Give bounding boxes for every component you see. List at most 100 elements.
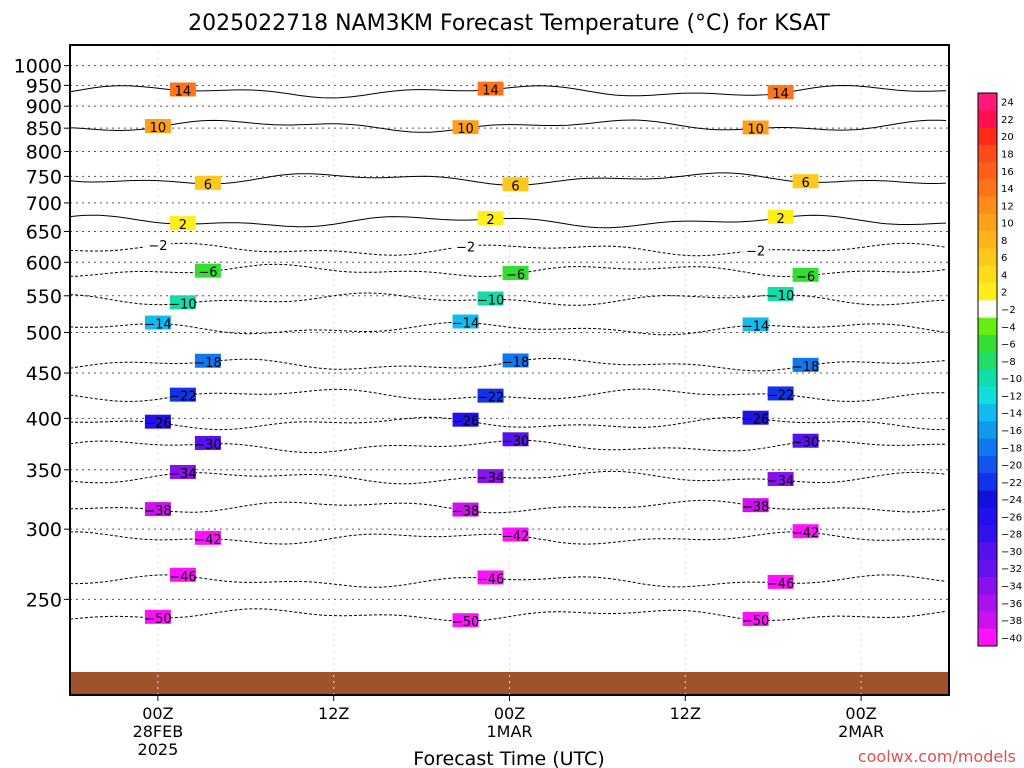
isotherm-label-bg	[767, 209, 794, 224]
credit-text: coolwx.com/models	[858, 747, 1016, 766]
y-tick-label: 900	[26, 96, 62, 118]
isotherm-label: −14	[452, 317, 479, 332]
isotherm-label-bg	[742, 242, 769, 257]
colorbar-label: −2	[1001, 305, 1016, 316]
colorbar-label: −10	[1001, 374, 1022, 385]
colorbar-label: −6	[1001, 340, 1016, 351]
colorbar-label: −20	[1001, 461, 1022, 472]
colorbar-label: −18	[1001, 443, 1022, 454]
isotherm-label-bg	[767, 574, 794, 589]
colorbar-swatch	[978, 162, 997, 180]
colorbar-label: −12	[1001, 391, 1022, 402]
isotherm-label: −22	[767, 388, 794, 403]
colorbar-swatch	[978, 265, 997, 284]
isotherm-label: −18	[792, 360, 819, 375]
y-tick-label: 450	[26, 363, 62, 385]
x-tick-label: 00Z	[845, 704, 876, 723]
isotherm-label: −2	[456, 240, 475, 255]
colorbar-swatch	[978, 594, 997, 612]
isotherm-line	[70, 84, 947, 99]
colorbar-label: 4	[1001, 270, 1007, 281]
colorbar-swatch	[978, 507, 997, 526]
x-axis-label: Forecast Time (UTC)	[413, 748, 604, 768]
isotherm-label: −38	[452, 505, 479, 520]
colorbar-label: 24	[1001, 98, 1014, 109]
y-tick-label: 250	[26, 589, 62, 611]
colorbar-swatch	[978, 386, 997, 405]
isotherm-label-bg	[767, 286, 794, 301]
isotherm-label-bg	[452, 502, 479, 517]
isotherm-label: 6	[511, 179, 519, 194]
x-tick-label: 12Z	[670, 704, 701, 723]
colorbar-label: 12	[1001, 201, 1014, 212]
isotherm-label: −50	[144, 612, 171, 627]
colorbar-swatch	[978, 110, 997, 129]
isotherm-label: 6	[204, 178, 212, 193]
colorbar-swatch	[978, 542, 997, 561]
isotherm-label: −22	[477, 391, 504, 406]
isotherm-label-bg	[792, 524, 819, 539]
isotherm-label-bg	[452, 120, 479, 135]
colorbar-swatch	[978, 334, 997, 353]
colorbar-swatch	[978, 93, 997, 111]
x-tick-label: 00Z	[142, 704, 173, 723]
isotherm-label-bg	[477, 388, 504, 403]
isotherm-label: −42	[502, 530, 529, 545]
y-tick-label: 500	[26, 322, 62, 344]
isotherm-line	[70, 416, 946, 431]
y-tick-label: 950	[26, 75, 62, 97]
isotherm-label-bg	[502, 353, 529, 368]
isotherm-label-bg	[477, 81, 504, 96]
colorbar-swatch	[978, 283, 997, 301]
isotherm-label-bg	[742, 120, 769, 135]
isotherm-label: 2	[776, 212, 784, 227]
isotherm-label-bg	[144, 414, 171, 429]
isotherm-label: −10	[767, 289, 794, 304]
colorbar-swatch	[978, 127, 997, 146]
isotherm-label: −34	[477, 471, 504, 486]
isotherm-label-bg	[194, 353, 221, 368]
isotherm-label-bg	[169, 295, 196, 310]
isotherm-label: −22	[169, 390, 196, 405]
isotherm-line	[70, 321, 947, 336]
colorbar-swatch	[978, 611, 997, 630]
x-tick-label: 1MAR	[486, 722, 532, 741]
colorbar-label: −34	[1001, 582, 1022, 593]
y-tick-label: 600	[26, 252, 62, 274]
colorbar-swatch	[978, 213, 997, 232]
ground-surface	[70, 672, 949, 695]
chart-title: 2025022718 NAM3KM Forecast Temperature (…	[188, 11, 830, 36]
isotherm-label: 10	[457, 122, 474, 137]
isotherm-label-bg	[742, 410, 769, 425]
isotherm-label: −2	[148, 239, 167, 254]
y-tick-label: 300	[26, 519, 62, 541]
colorbar-label: −24	[1001, 495, 1022, 506]
isotherm-label-bg	[767, 85, 794, 100]
x-tick-label: 12Z	[318, 704, 349, 723]
y-tick-label: 700	[26, 193, 62, 215]
colorbar-label: 20	[1001, 132, 1014, 143]
isotherm-label: 6	[801, 176, 809, 191]
isotherm-label: −26	[452, 415, 479, 430]
isotherm-label: −34	[767, 474, 794, 489]
isotherm-label-bg	[144, 502, 171, 517]
y-tick-label: 350	[26, 460, 62, 482]
y-tick-label: 800	[26, 142, 62, 164]
isotherm-label: 14	[482, 84, 499, 99]
colorbar-label: 2	[1001, 288, 1007, 299]
isotherm-label: −46	[767, 577, 794, 592]
isotherm-label-bg	[767, 386, 794, 401]
isotherm-label-bg	[144, 609, 171, 624]
colorbar-label: −8	[1001, 357, 1016, 368]
colorbar-swatch	[978, 438, 997, 457]
isotherm-line	[70, 388, 947, 402]
isotherm-label: −6	[506, 268, 525, 283]
colorbar-label: 10	[1001, 219, 1014, 230]
isotherm-label-bg	[452, 613, 479, 628]
isotherm-label: −38	[742, 500, 769, 515]
colorbar-frame	[977, 92, 998, 647]
isotherm-label-bg	[742, 317, 769, 332]
isotherm-line	[70, 574, 947, 588]
